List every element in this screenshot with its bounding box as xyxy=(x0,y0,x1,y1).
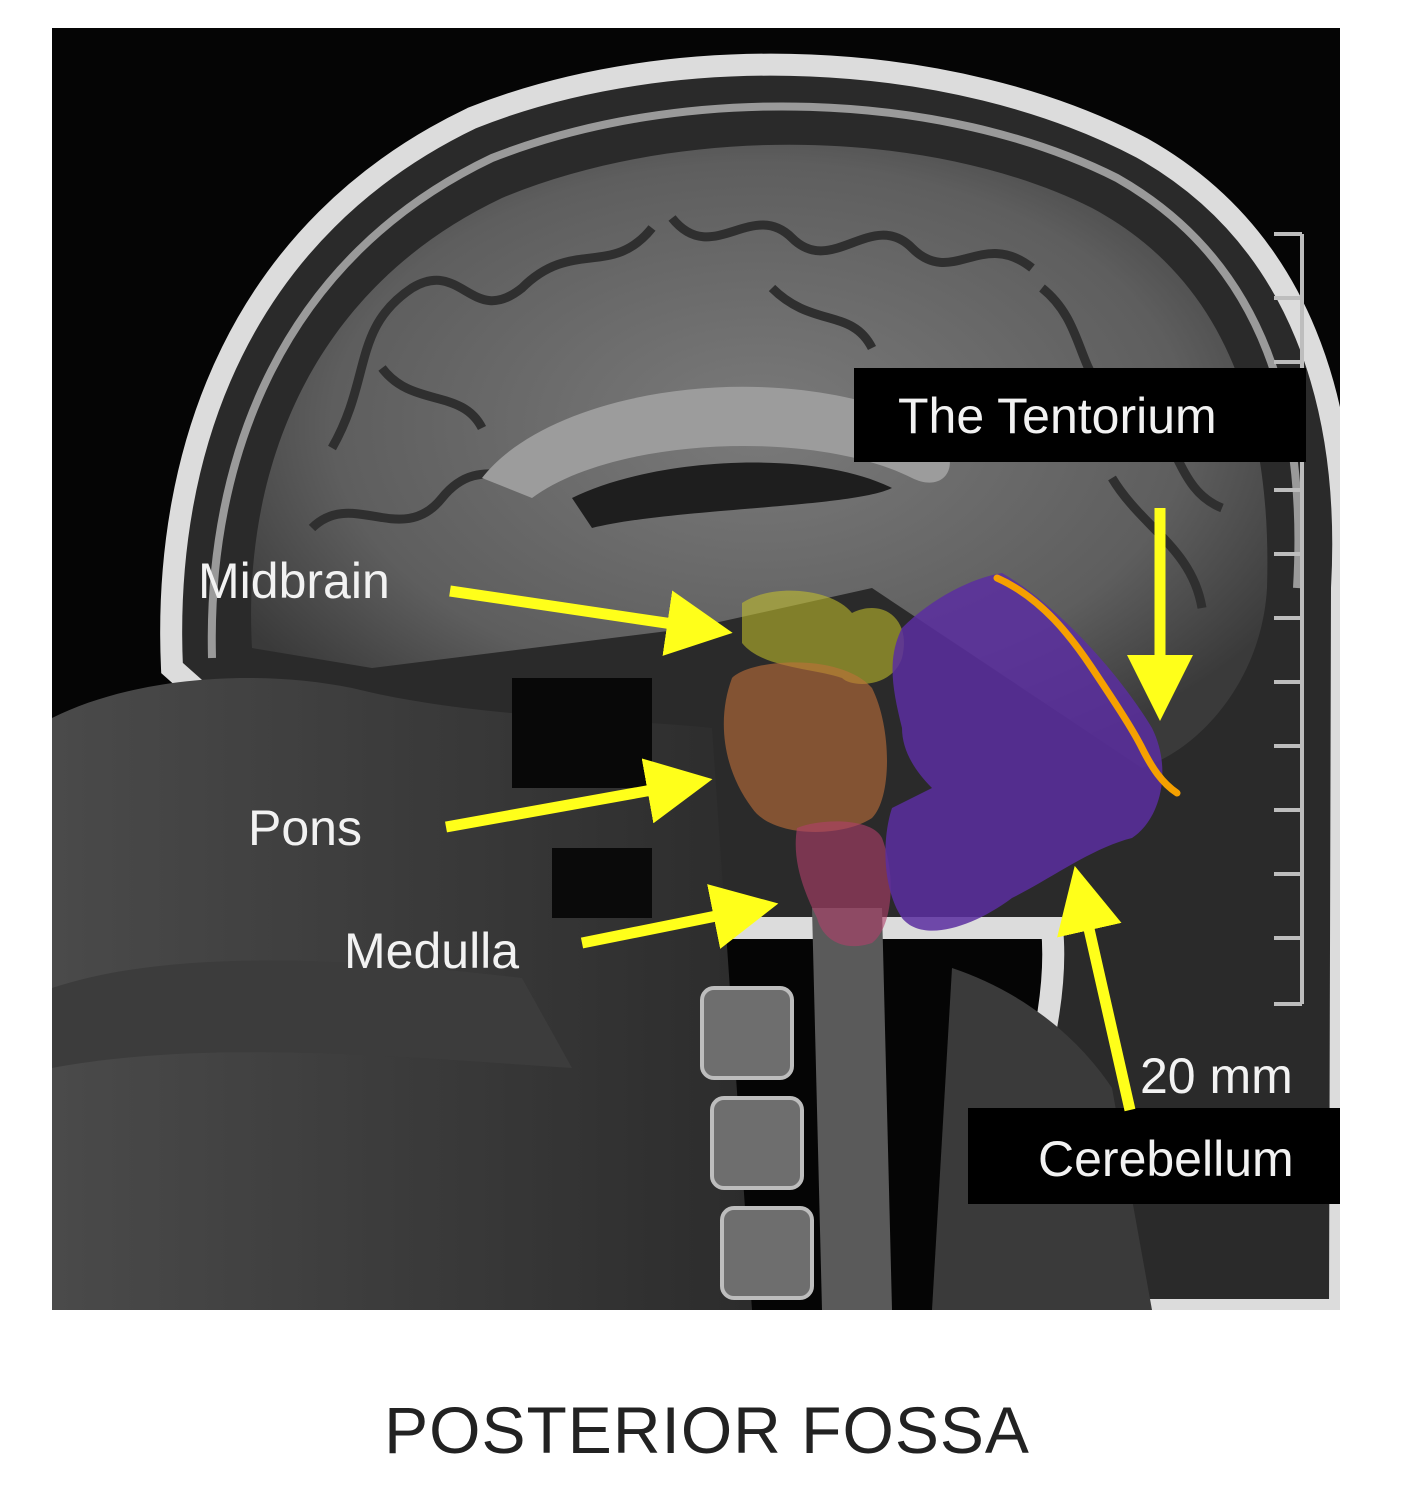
tentorium-label: The Tentorium xyxy=(898,388,1217,444)
pons-overlay xyxy=(723,662,887,832)
spinal-cord xyxy=(812,908,892,1310)
cerebellum-label-box xyxy=(968,1108,1340,1204)
mri-sagittal-image: Midbrain Pons Medulla The Tentorium 20 m… xyxy=(52,28,1340,1310)
midbrain-arrow xyxy=(449,585,733,656)
figure-caption: POSTERIOR FOSSA xyxy=(384,1393,1030,1467)
tentorium-label-box xyxy=(854,368,1306,462)
pons-arrow xyxy=(445,758,713,833)
medulla-label: Medulla xyxy=(344,923,519,979)
tentorium-line xyxy=(993,574,1181,797)
nasopharynx xyxy=(552,848,652,918)
cerebellum-label: Cerebellum xyxy=(1038,1131,1294,1187)
midbrain-label: Midbrain xyxy=(198,553,390,609)
medulla-arrow xyxy=(580,884,779,949)
midbrain-overlay xyxy=(742,590,904,684)
cerebellum-arrow xyxy=(1057,865,1136,1112)
sphenoid-sinus xyxy=(512,678,652,788)
palate xyxy=(52,960,572,1068)
skull-inner-table xyxy=(207,102,1303,659)
cervical-vertebrae xyxy=(700,986,814,1300)
cerebellum-overlay xyxy=(885,573,1163,931)
corpus-callosum xyxy=(482,386,950,498)
pons-label: Pons xyxy=(248,800,362,856)
scale-label: 20 mm xyxy=(1140,1048,1293,1104)
lateral-ventricle xyxy=(572,462,892,528)
medulla-overlay xyxy=(795,821,891,947)
scale-bar xyxy=(1274,232,1304,1006)
